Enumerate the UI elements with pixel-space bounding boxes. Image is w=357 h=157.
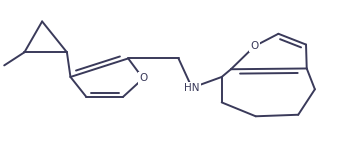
Text: HN: HN (184, 83, 200, 93)
Text: O: O (251, 41, 259, 51)
Text: O: O (139, 73, 147, 84)
